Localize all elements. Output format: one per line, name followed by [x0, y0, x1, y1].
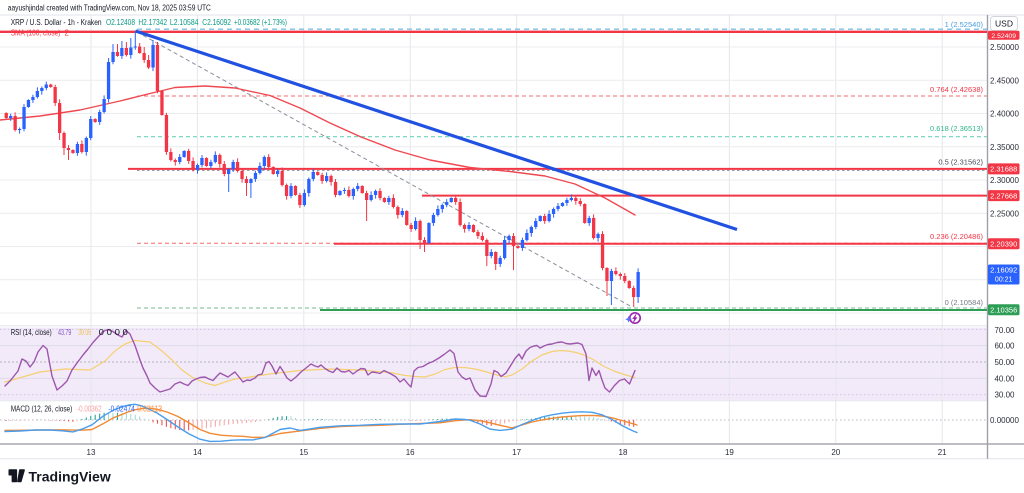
svg-text:2.45000: 2.45000 [990, 76, 1019, 85]
svg-text:0.5 (2.31562): 0.5 (2.31562) [938, 158, 983, 167]
svg-text:19: 19 [725, 448, 734, 457]
svg-text:70.00: 70.00 [994, 326, 1015, 335]
svg-text:2.50000: 2.50000 [990, 43, 1019, 52]
svg-text:L2.10584: L2.10584 [170, 18, 199, 27]
svg-text:0 0 0 0: 0 0 0 0 [99, 328, 129, 337]
svg-text:2.35000: 2.35000 [990, 143, 1019, 152]
svg-text:TradingView: TradingView [29, 469, 111, 485]
svg-text:39.06: 39.06 [78, 328, 91, 337]
svg-text:USD: USD [995, 19, 1013, 29]
svg-text:SMA (100, close): SMA (100, close) [11, 29, 61, 38]
svg-text:18: 18 [619, 448, 628, 457]
svg-text:2.10356: 2.10356 [990, 306, 1017, 315]
svg-text:40.00: 40.00 [994, 374, 1015, 383]
svg-text:17: 17 [512, 448, 521, 457]
svg-text:-0.00362: -0.00362 [77, 405, 102, 414]
svg-text:C2.16092: C2.16092 [202, 18, 231, 27]
svg-text:20: 20 [831, 448, 840, 457]
svg-text:H2.17342: H2.17342 [138, 18, 167, 27]
svg-text:0.764 (2.42638): 0.764 (2.42638) [930, 85, 983, 94]
svg-text:2.52409: 2.52409 [991, 33, 1016, 40]
svg-text:2: 2 [65, 29, 70, 38]
svg-text:60.00: 60.00 [994, 342, 1015, 351]
svg-text:-0.02474: -0.02474 [108, 405, 135, 414]
svg-text:+0.03682 (+1.73%): +0.03682 (+1.73%) [234, 18, 287, 27]
svg-text:43.79: 43.79 [58, 328, 72, 337]
svg-text:MACD (12, 26, close): MACD (12, 26, close) [11, 405, 73, 414]
svg-text:50.00: 50.00 [994, 358, 1015, 367]
svg-text:2.16092: 2.16092 [990, 266, 1017, 275]
svg-text:30.00: 30.00 [994, 391, 1015, 400]
svg-text:2.25000: 2.25000 [990, 209, 1019, 218]
svg-text:2.30000: 2.30000 [990, 176, 1019, 185]
svg-text:2.20390: 2.20390 [990, 240, 1017, 249]
svg-text:2.31688: 2.31688 [990, 165, 1017, 174]
svg-text:1 (2.52540): 1 (2.52540) [945, 20, 984, 29]
svg-text:14: 14 [193, 448, 202, 457]
svg-text:00:21: 00:21 [995, 277, 1013, 284]
svg-text:15: 15 [299, 448, 308, 457]
svg-text:13: 13 [87, 448, 96, 457]
svg-text:2.40000: 2.40000 [990, 110, 1019, 119]
svg-text:RSI (14, close): RSI (14, close) [11, 328, 52, 337]
svg-text:0.00000: 0.00000 [990, 416, 1019, 425]
svg-text:-0.02113: -0.02113 [135, 405, 163, 414]
svg-text:2.27668: 2.27668 [990, 191, 1017, 200]
svg-text:0.236 (2.20486): 0.236 (2.20486) [930, 232, 983, 241]
svg-text:XRP / U.S. Dollar - 1h - Krake: XRP / U.S. Dollar - 1h - Kraken [11, 18, 102, 27]
svg-text:0 (2.10584): 0 (2.10584) [945, 298, 984, 307]
svg-text:16: 16 [406, 448, 415, 457]
svg-text:O2.12408: O2.12408 [106, 18, 135, 27]
svg-text:21: 21 [938, 448, 947, 457]
svg-text:aayushjindal created with Trad: aayushjindal created with TradingView.co… [8, 4, 211, 13]
svg-text:0.618 (2.36513): 0.618 (2.36513) [930, 124, 983, 133]
